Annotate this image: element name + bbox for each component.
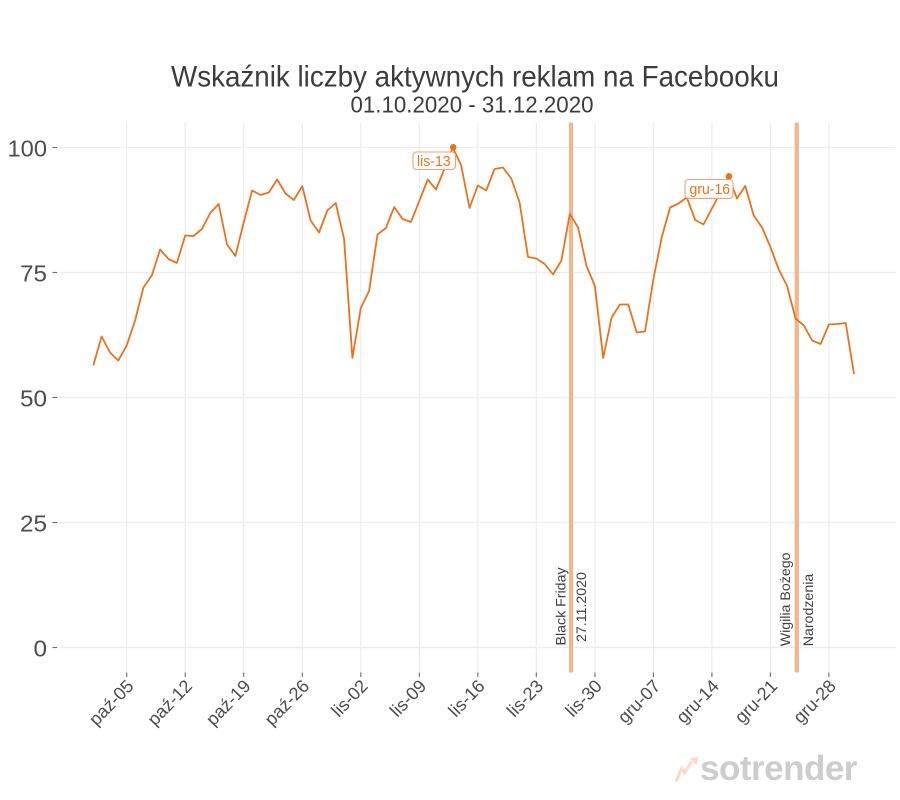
svg-text:sotrender: sotrender [700,749,858,788]
svg-text:27.11.2020: 27.11.2020 [574,572,590,642]
svg-text:gru-16: gru-16 [690,181,731,198]
svg-text:0: 0 [34,636,48,662]
svg-text:lis-13: lis-13 [417,153,451,170]
svg-text:Wskaźnik liczby aktywnych rekl: Wskaźnik liczby aktywnych reklam na Face… [171,61,779,94]
svg-text:Wigilia Bożego: Wigilia Bożego [778,552,794,646]
svg-text:01.10.2020 - 31.12.2020: 01.10.2020 - 31.12.2020 [351,92,594,118]
svg-text:Narodzenia: Narodzenia [801,574,817,647]
svg-text:75: 75 [20,261,47,287]
svg-text:Black Friday: Black Friday [554,567,570,646]
svg-text:25: 25 [20,511,47,537]
svg-text:50: 50 [20,386,47,412]
svg-text:100: 100 [8,136,48,162]
